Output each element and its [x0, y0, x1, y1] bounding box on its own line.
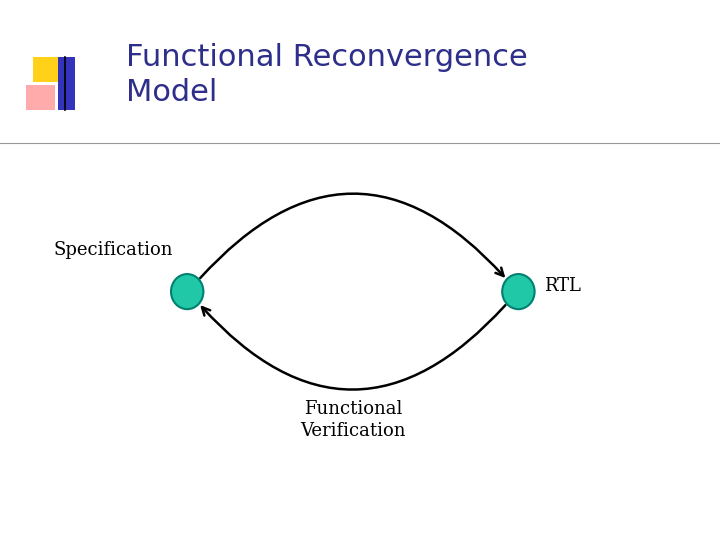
- Ellipse shape: [171, 274, 204, 309]
- Text: Specification: Specification: [53, 241, 173, 259]
- Ellipse shape: [503, 274, 534, 309]
- Text: Functional Reconvergence
Model: Functional Reconvergence Model: [126, 43, 528, 107]
- FancyArrowPatch shape: [200, 194, 503, 278]
- Bar: [34, 57, 63, 82]
- Bar: [26, 85, 55, 111]
- Text: Functional
Verification: Functional Verification: [300, 400, 405, 440]
- FancyArrowPatch shape: [202, 305, 505, 389]
- Bar: [58, 57, 76, 111]
- Text: RTL: RTL: [544, 277, 580, 295]
